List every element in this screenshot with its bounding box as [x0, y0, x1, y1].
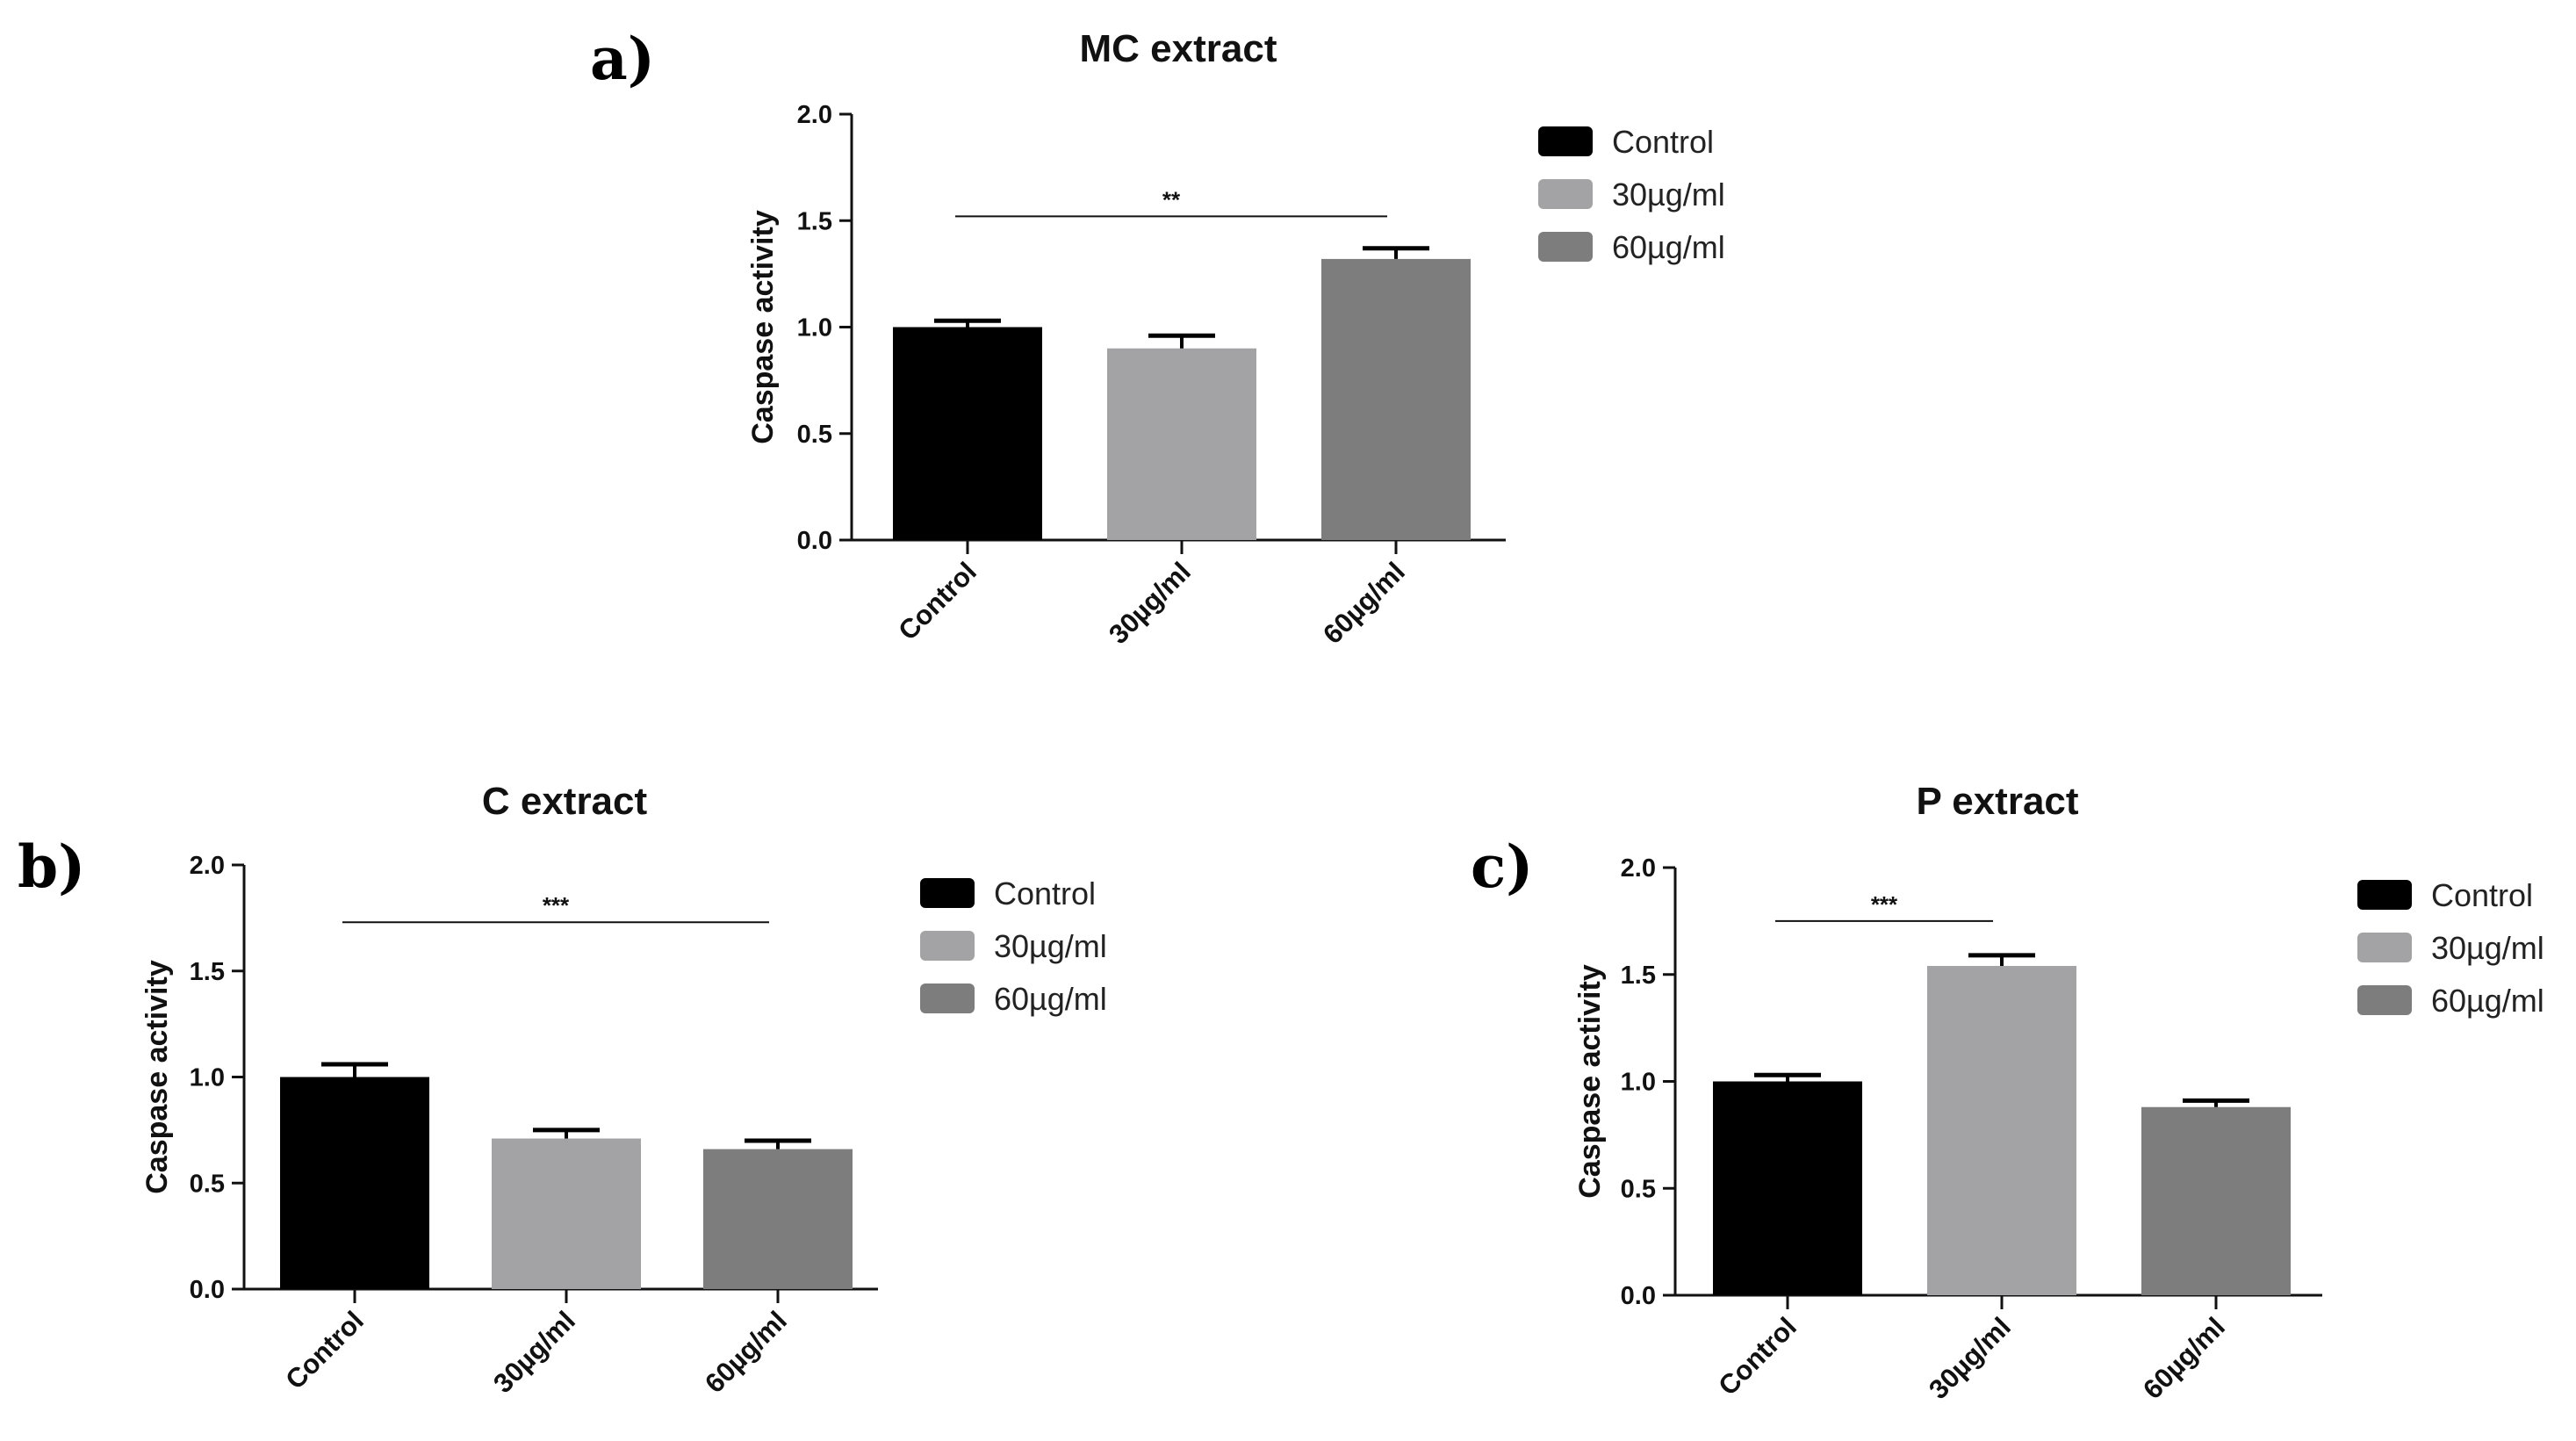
significance-label: *** [543, 892, 570, 919]
y-tick-label: 0.0 [797, 527, 832, 555]
y-tick-label: 2.0 [190, 852, 225, 880]
bar-2 [703, 1149, 853, 1289]
legend-swatch-0 [2357, 880, 2412, 910]
panel-label: c) [1471, 832, 1533, 901]
legend-label: 60µg/ml [1612, 229, 1725, 265]
legend-swatch-2 [2357, 985, 2412, 1015]
x-category-label: 60µg/ml [1317, 556, 1411, 650]
x-category-label: 30µg/ml [487, 1305, 581, 1399]
y-tick-label: 2.0 [1621, 854, 1656, 883]
y-tick-label: 1.5 [190, 958, 225, 986]
legend-swatch-2 [920, 983, 975, 1013]
chart-title: P extract [1916, 780, 2078, 823]
chart-panel-0: a) MC extract Caspase activity 0.0 0.5 1.0 1.5… [590, 25, 1725, 650]
x-category-label: Control [892, 556, 982, 646]
legend-label: 30µg/ml [2431, 930, 2544, 966]
chart-title: C extract [482, 780, 648, 823]
panel-label: a) [590, 25, 655, 93]
bar-0 [1713, 1081, 1862, 1295]
legend-label: Control [994, 875, 1096, 911]
x-category-label: 60µg/ml [2137, 1311, 2231, 1405]
legend-label: 30µg/ml [994, 928, 1107, 964]
panel-label: b) [18, 832, 85, 901]
y-tick-label: 1.0 [1621, 1069, 1656, 1097]
y-tick-label: 0.5 [190, 1170, 225, 1198]
legend-swatch-1 [920, 931, 975, 961]
y-tick-label: 1.0 [797, 314, 832, 342]
y-tick-label: 1.5 [1621, 962, 1656, 990]
y-tick-label: 1.5 [797, 207, 832, 235]
y-tick-label: 1.0 [190, 1064, 225, 1092]
y-axis-title: Caspase activity [1573, 964, 1607, 1199]
x-category-label: 30µg/ml [1103, 556, 1197, 650]
x-category-label: Control [1712, 1311, 1802, 1401]
legend-swatch-0 [920, 878, 975, 908]
significance-label: *** [1871, 891, 1898, 918]
y-axis-title: Caspase activity [746, 210, 780, 444]
y-axis-title: Caspase activity [140, 960, 174, 1194]
legend-label: Control [1612, 124, 1714, 160]
bar-2 [1321, 258, 1471, 540]
bar-2 [2141, 1106, 2291, 1295]
chart-panel-2: c) P extract Caspase activity 0.0 0.5 1.0 1.5 2… [1471, 780, 2544, 1405]
bar-1 [492, 1138, 641, 1289]
y-tick-label: 0.5 [797, 421, 832, 449]
significance-label: ** [1162, 186, 1181, 213]
x-category-label: Control [279, 1305, 370, 1395]
legend-swatch-0 [1538, 126, 1593, 156]
legend-label: Control [2431, 877, 2533, 913]
legend-swatch-1 [2357, 933, 2412, 962]
y-tick-label: 0.5 [1621, 1175, 1656, 1203]
y-tick-label: 0.0 [1621, 1282, 1656, 1310]
y-tick-label: 0.0 [190, 1276, 225, 1304]
legend-label: 30µg/ml [1612, 177, 1725, 213]
legend-label: 60µg/ml [2431, 983, 2544, 1019]
x-category-label: 30µg/ml [1923, 1311, 2017, 1405]
legend-swatch-1 [1538, 179, 1593, 209]
bar-0 [893, 327, 1042, 540]
bar-1 [1927, 966, 2076, 1295]
y-tick-label: 2.0 [797, 101, 832, 129]
bar-1 [1107, 348, 1256, 540]
legend-swatch-2 [1538, 232, 1593, 262]
chart-title: MC extract [1080, 27, 1277, 70]
x-category-label: 60µg/ml [699, 1305, 793, 1399]
chart-panel-1: b) C extract Caspase activity 0.0 0.5 1.0 1.5 2… [18, 780, 1107, 1399]
bar-0 [280, 1077, 429, 1289]
legend-label: 60µg/ml [994, 981, 1107, 1017]
